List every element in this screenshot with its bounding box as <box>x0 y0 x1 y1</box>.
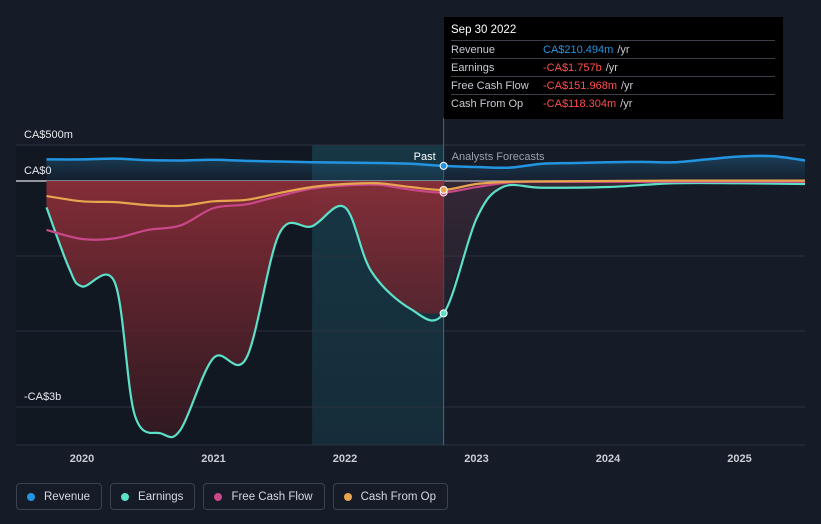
legend-free-cash-flow[interactable]: Free Cash Flow <box>203 483 325 510</box>
tooltip-label: Cash From Op <box>451 97 524 110</box>
tooltip-row: Free Cash Flow -CA$151.968m/yr <box>451 76 775 94</box>
legend-dot-icon <box>121 492 130 501</box>
legend-earnings[interactable]: Earnings <box>110 483 196 510</box>
tooltip-value: CA$210.494m <box>543 43 614 56</box>
tooltip-date: Sep 30 2022 <box>451 24 517 36</box>
y-label-0: CA$0 <box>24 165 52 177</box>
legend-cash-from-op[interactable]: Cash From Op <box>332 483 449 510</box>
past-label: Past <box>414 151 436 163</box>
x-label-2024: 2024 <box>596 453 621 465</box>
legend: Revenue Earnings Free Cash Flow Cash From O… <box>16 483 449 510</box>
tooltip-row: Revenue CA$210.494m/yr <box>451 40 775 58</box>
tooltip-unit: /yr <box>617 43 630 56</box>
revenue-marker <box>439 161 448 170</box>
legend-dot-icon <box>214 492 223 501</box>
x-label-2025: 2025 <box>727 453 751 465</box>
cash-from-op-line <box>46 179 805 208</box>
x-label-2020: 2020 <box>70 453 94 465</box>
tooltip-unit: /yr <box>621 79 634 92</box>
x-label-2021: 2021 <box>201 453 225 465</box>
legend-revenue[interactable]: Revenue <box>16 483 103 510</box>
earnings-line <box>45 181 805 439</box>
tooltip-row: Earnings -CA$1.757b/yr <box>451 58 775 76</box>
legend-dot-icon <box>343 492 352 501</box>
tooltip-label: Free Cash Flow <box>451 79 529 92</box>
legend-label: Cash From Op <box>360 490 437 503</box>
legend-label: Earnings <box>138 490 184 503</box>
tooltip-unit: /yr <box>605 61 618 74</box>
tooltip-value: -CA$1.757b <box>543 61 602 74</box>
earnings-area-past <box>46 181 444 438</box>
cash-from-op-marker <box>439 185 448 194</box>
legend-label: Free Cash Flow <box>231 490 313 503</box>
legend-dot-icon <box>27 492 35 501</box>
legend-label: Revenue <box>44 490 91 503</box>
x-label-2023: 2023 <box>464 453 488 465</box>
tooltip-label: Earnings <box>451 61 495 74</box>
tooltip-value: -CA$118.304m <box>543 97 617 110</box>
tooltip-unit: /yr <box>620 97 633 110</box>
y-label-neg-3b: -CA$3b <box>24 391 61 403</box>
tooltip-row: Cash From Op -CA$118.304m/yr <box>451 94 775 112</box>
tooltip-label: Revenue <box>451 43 496 56</box>
revenue-area <box>46 155 805 181</box>
earnings-marker <box>439 309 448 318</box>
forecast-label: Analysts Forecasts <box>452 151 545 163</box>
x-label-2022: 2022 <box>333 453 357 465</box>
tooltip: Sep 30 2022 Revenue CA$210.494m/yr Earning… <box>444 17 783 119</box>
revenue-line <box>46 154 805 170</box>
tooltip-value: -CA$151.968m <box>543 79 617 92</box>
y-label-500m: CA$500m <box>24 129 73 141</box>
earnings-area-forecast <box>443 181 805 314</box>
